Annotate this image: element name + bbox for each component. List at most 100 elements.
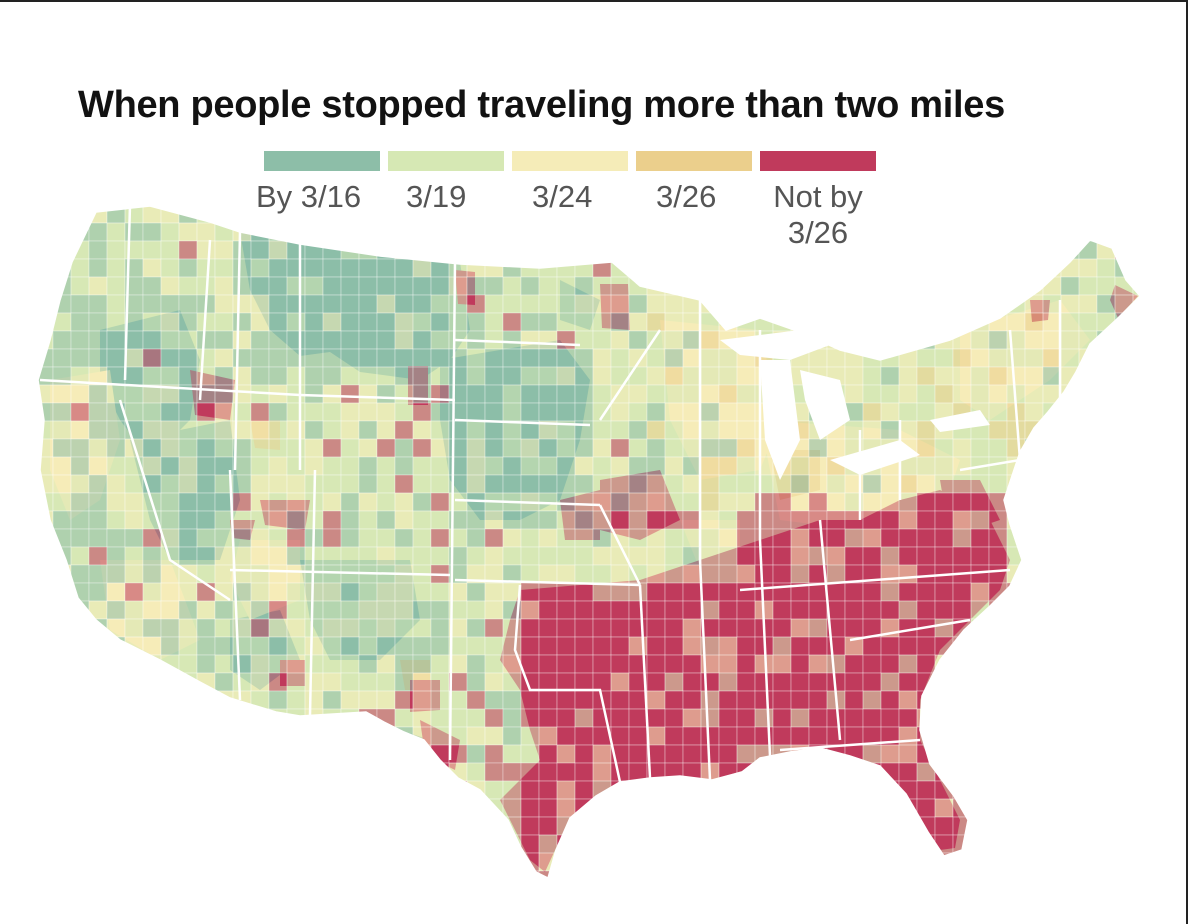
county-cell — [250, 420, 270, 440]
county-cell — [160, 206, 180, 224]
county-cell — [484, 456, 504, 476]
county-cell — [1114, 708, 1134, 728]
county-cell — [628, 510, 648, 530]
county-cell — [1060, 206, 1080, 224]
county-cell — [988, 276, 1008, 296]
state-border — [229, 568, 451, 577]
county-cell — [646, 564, 666, 584]
county-cell — [718, 312, 738, 332]
county-cell — [448, 222, 468, 242]
county-cell — [178, 258, 198, 278]
county-cell — [304, 420, 324, 440]
county-cell — [1132, 312, 1140, 332]
county-cell — [304, 294, 324, 314]
county-cell — [340, 870, 360, 878]
county-cell — [196, 852, 216, 872]
county-cell — [232, 672, 252, 692]
county-cell — [268, 276, 288, 296]
county-cell — [412, 852, 432, 872]
county-cell — [556, 348, 576, 368]
county-cell — [322, 492, 342, 512]
county-cell — [1096, 672, 1116, 692]
county-cell — [952, 510, 972, 530]
county-cell — [952, 708, 972, 728]
county-cell — [520, 528, 540, 548]
county-cell — [700, 870, 720, 878]
county-cell — [916, 636, 936, 656]
county-cell — [826, 546, 846, 566]
county-cell — [664, 438, 684, 458]
county-cell — [430, 492, 450, 512]
county-cell — [862, 294, 882, 314]
county-cell — [484, 384, 504, 404]
county-cell — [610, 420, 630, 440]
county-cell — [430, 690, 450, 710]
county-cell — [376, 456, 396, 476]
county-cell — [610, 492, 630, 512]
county-cell — [1024, 852, 1044, 872]
county-cell — [628, 240, 648, 260]
county-cell — [646, 348, 666, 368]
county-cell — [88, 564, 108, 584]
county-cell — [880, 330, 900, 350]
county-cell — [880, 816, 900, 836]
county-cell — [448, 798, 468, 818]
county-cell — [1060, 618, 1080, 638]
county-cell — [268, 510, 288, 530]
county-cell — [358, 222, 378, 242]
county-cell — [1096, 798, 1116, 818]
county-cell — [754, 708, 774, 728]
county-cell — [628, 294, 648, 314]
county-cell — [772, 258, 792, 278]
county-cell — [340, 744, 360, 764]
county-cell — [250, 330, 270, 350]
county-cell — [376, 402, 396, 422]
county-cell — [304, 762, 324, 782]
county-cell — [106, 672, 126, 692]
county-cell — [1024, 816, 1044, 836]
county-cell — [1060, 546, 1080, 566]
county-cell — [628, 870, 648, 878]
county-cell — [592, 474, 612, 494]
county-cell — [52, 510, 72, 530]
county-cell — [142, 708, 162, 728]
county-cell — [592, 528, 612, 548]
county-cell — [376, 654, 396, 674]
county-cell — [466, 420, 486, 440]
county-cell — [952, 366, 972, 386]
county-cell — [322, 348, 342, 368]
county-cell — [1078, 744, 1098, 764]
county-cell — [304, 636, 324, 656]
county-cell — [1132, 276, 1140, 296]
county-cell — [502, 798, 522, 818]
county-cell — [340, 402, 360, 422]
county-cell — [286, 870, 306, 878]
county-cell — [934, 600, 954, 620]
county-cell — [322, 690, 342, 710]
county-cell — [520, 708, 540, 728]
county-cell — [736, 870, 756, 878]
county-cell — [754, 798, 774, 818]
county-cell — [952, 438, 972, 458]
county-cell — [574, 294, 594, 314]
county-cell — [70, 510, 90, 530]
county-cell — [142, 744, 162, 764]
county-cell — [430, 438, 450, 458]
county-cell — [142, 726, 162, 746]
county-cell — [124, 780, 144, 800]
county-cell — [142, 312, 162, 332]
county-cell — [160, 798, 180, 818]
county-cell — [538, 206, 558, 224]
county-cell — [1096, 636, 1116, 656]
county-cell — [268, 206, 288, 224]
county-cell — [844, 546, 864, 566]
county-cell — [250, 600, 270, 620]
county-cell — [1078, 582, 1098, 602]
county-cell — [322, 618, 342, 638]
county-cell — [1078, 690, 1098, 710]
county-cell — [394, 708, 414, 728]
county-cell — [304, 438, 324, 458]
county-cell — [70, 636, 90, 656]
county-cell — [466, 222, 486, 242]
county-cell — [898, 384, 918, 404]
